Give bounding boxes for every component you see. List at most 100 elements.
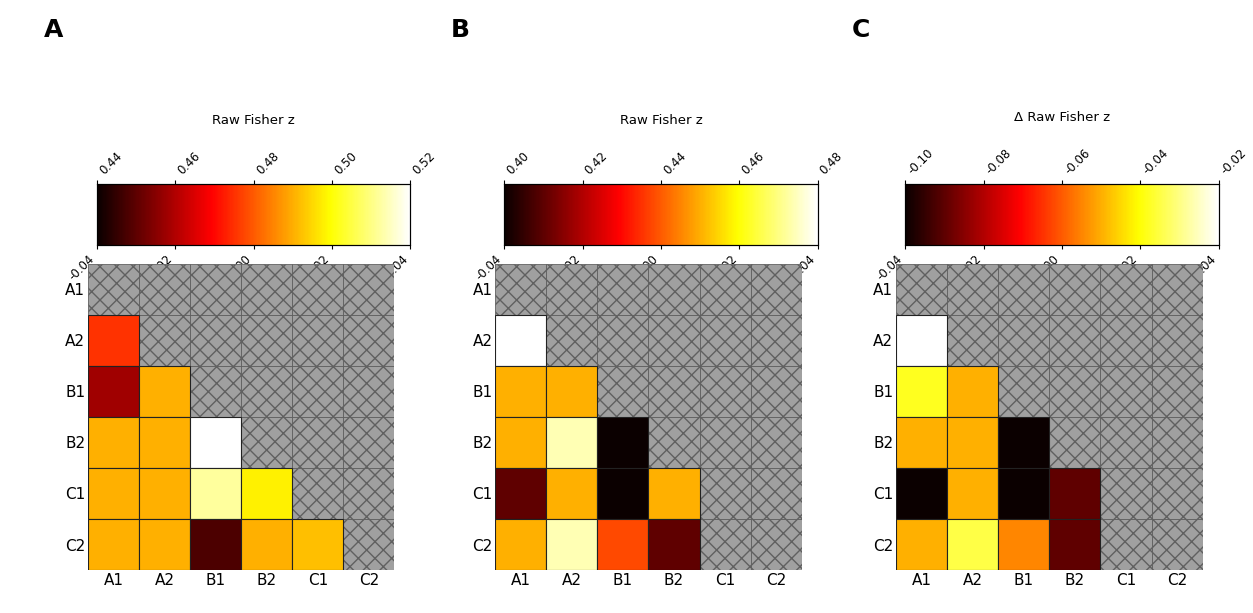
Bar [343,366,395,417]
Bar [999,264,1050,314]
Bar [139,417,190,468]
Bar [1050,314,1100,366]
Bar [241,264,292,314]
Bar [1152,417,1203,468]
Bar [1100,519,1152,570]
Bar [947,468,999,519]
Bar [751,468,802,519]
Bar [649,468,699,519]
Bar [598,366,649,417]
Bar [241,468,292,519]
Bar [1050,468,1100,519]
Bar [1050,366,1100,417]
Bar [751,366,802,417]
Bar [139,264,190,314]
Bar [495,264,546,314]
Bar [190,366,241,417]
Bar [292,468,343,519]
Bar [343,314,395,366]
Bar [292,468,343,519]
Bar [1152,264,1203,314]
Bar [1100,468,1152,519]
Bar [999,366,1050,417]
Bar [1100,468,1152,519]
Bar [947,366,999,417]
Bar [649,417,699,468]
Bar [751,468,802,519]
Bar [546,314,598,366]
Bar [1100,264,1152,314]
Bar [1152,519,1203,570]
Bar [751,366,802,417]
Bar [598,417,649,468]
Text: B: B [451,18,470,42]
Bar [241,264,292,314]
Bar [1100,366,1152,417]
Bar [292,417,343,468]
Bar [139,519,190,570]
Bar [649,314,699,366]
Bar [1152,264,1203,314]
X-axis label: Raw Fisher z: Raw Fisher z [619,114,703,128]
Bar [292,264,343,314]
Bar [699,314,751,366]
Bar [598,519,649,570]
Bar [699,366,751,417]
Bar [947,264,999,314]
Bar [896,264,947,314]
Bar [598,314,649,366]
Bar [699,264,751,314]
Bar [292,264,343,314]
Bar [139,314,190,366]
Bar [546,264,598,314]
Bar [896,519,947,570]
Bar [546,264,598,314]
Bar [1100,519,1152,570]
Bar [999,417,1050,468]
Bar [649,264,699,314]
Bar [241,519,292,570]
X-axis label: Adjusted Fisher z: Adjusted Fisher z [197,308,311,321]
Bar [699,519,751,570]
Bar [1050,264,1100,314]
Bar [343,417,395,468]
Bar [999,314,1050,366]
Bar [947,314,999,366]
Bar [546,519,598,570]
Bar [88,366,139,417]
Bar [896,314,947,366]
X-axis label: Δ Adjusted Fisher z: Δ Adjusted Fisher z [999,308,1125,321]
Bar [241,366,292,417]
Bar [947,264,999,314]
Bar [896,417,947,468]
Bar [699,264,751,314]
Bar [598,264,649,314]
Bar [292,314,343,366]
Bar [495,468,546,519]
Bar [546,468,598,519]
Bar [190,468,241,519]
Bar [699,417,751,468]
Bar [495,314,546,366]
Bar [649,264,699,314]
Bar [343,264,395,314]
Bar [1152,468,1203,519]
Bar [343,468,395,519]
Bar [495,519,546,570]
Bar [1152,468,1203,519]
Text: A: A [44,18,63,42]
Bar [751,314,802,366]
Bar [1100,366,1152,417]
Bar [495,366,546,417]
Bar [999,468,1050,519]
Bar [1100,314,1152,366]
Bar [292,366,343,417]
Bar [139,468,190,519]
Bar [649,519,699,570]
Bar [190,314,241,366]
Bar [88,314,139,366]
Bar [1050,417,1100,468]
Bar [139,314,190,366]
Bar [241,417,292,468]
Bar [947,519,999,570]
